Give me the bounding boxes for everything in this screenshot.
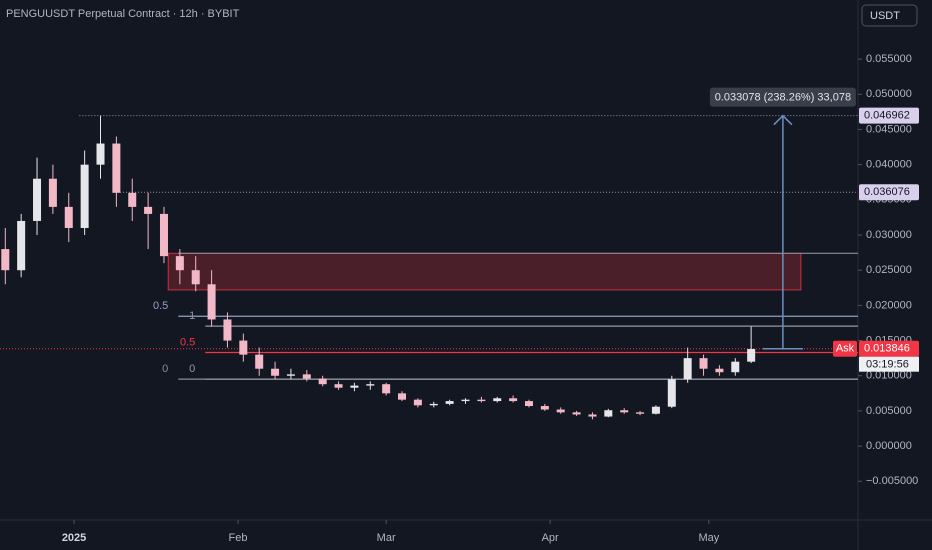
candle-body	[731, 361, 740, 373]
fib-label: 0	[162, 363, 168, 375]
candle-body	[556, 409, 565, 413]
candle-body	[96, 143, 105, 165]
candle-body	[461, 399, 470, 402]
x-tick-label: Feb	[229, 532, 248, 544]
fib-label: 0	[189, 363, 195, 375]
candle-body	[620, 410, 629, 413]
y-tick-label: 0.020000	[866, 299, 912, 311]
candle-body	[366, 384, 375, 386]
candle-body	[64, 206, 73, 228]
candle-body	[128, 192, 137, 207]
candle-body	[302, 374, 311, 379]
candle-body	[144, 206, 153, 214]
side-tag	[833, 340, 857, 357]
candle-body	[604, 410, 613, 417]
price-label: 0.013846	[864, 343, 910, 355]
y-tick-label: 0.050000	[866, 88, 912, 100]
y-tick-label: 0.055000	[866, 53, 912, 65]
y-tick-label: 0.040000	[866, 159, 912, 171]
candle-body	[540, 406, 549, 410]
candle-body	[334, 384, 343, 388]
fib-label: 1	[189, 310, 195, 322]
candle-body	[175, 256, 184, 271]
candle-body	[318, 378, 327, 385]
candle-body	[429, 403, 438, 406]
candle-body	[271, 368, 280, 376]
y-tick-label: 0.030000	[866, 229, 912, 241]
candle-body	[112, 143, 121, 193]
y-tick-label: 0.000000	[866, 440, 912, 452]
candle-body	[239, 340, 248, 355]
candle-body	[683, 358, 692, 380]
x-tick-label: Mar	[377, 532, 396, 544]
countdown-label: 03:19:56	[866, 359, 909, 371]
candle-body	[1, 249, 10, 271]
measure-label: 0.033078 (238.26%) 33,078	[715, 92, 851, 104]
chart-title: PENGUUSDT Perpetual Contract · 12h · BYB…	[6, 8, 240, 20]
candle-body	[667, 379, 676, 407]
x-tick-label: Apr	[542, 532, 559, 544]
candle-body	[477, 399, 486, 402]
level-tag-label: 0.046962	[864, 110, 910, 122]
candle-body	[350, 385, 359, 388]
candle-body	[715, 368, 724, 373]
price-tag	[859, 340, 919, 357]
measure-box	[709, 87, 856, 107]
candle-body	[207, 284, 216, 320]
level-tag	[859, 107, 919, 124]
candle-body	[159, 213, 168, 257]
x-tick-label: 2025	[62, 532, 86, 544]
candle-body	[191, 270, 200, 285]
candle-body	[636, 412, 645, 414]
y-tick-label: 0.005000	[866, 405, 912, 417]
level-tag	[859, 184, 919, 201]
candle-body	[588, 414, 597, 417]
currency-button[interactable]	[861, 4, 918, 27]
candle-body	[382, 384, 391, 394]
measure-arrowhead	[773, 114, 793, 126]
candle-body	[398, 393, 407, 400]
fib-label: 0.5	[180, 336, 195, 348]
candle-body	[48, 178, 57, 207]
x-tick-label: May	[698, 532, 719, 544]
candle-body	[255, 354, 264, 369]
y-tick-label: 0.045000	[866, 123, 912, 135]
candle-body	[223, 319, 232, 341]
currency-label[interactable]: USDT	[870, 10, 900, 22]
candle-body	[413, 399, 422, 406]
candle-body	[572, 412, 581, 415]
candle-body	[33, 178, 42, 221]
candle-body	[445, 401, 454, 404]
candle-body	[699, 358, 708, 369]
candle-body	[509, 398, 518, 402]
y-tick-label: −0.005000	[866, 475, 918, 487]
candle-body	[80, 164, 89, 228]
candle-body	[747, 349, 756, 362]
y-tick-label: 0.025000	[866, 264, 912, 276]
y-tick-label: 0.010000	[866, 370, 912, 382]
candle-body	[651, 406, 660, 414]
candle-body	[524, 401, 533, 407]
candle-body	[17, 220, 26, 271]
candle-body	[286, 374, 295, 376]
countdown-tag	[859, 356, 919, 372]
side-label: Ask	[836, 343, 855, 355]
candle-body	[493, 398, 502, 402]
level-tag-label: 0.036076	[864, 186, 910, 198]
fib-label: 0.5	[153, 300, 168, 312]
zone	[167, 252, 802, 291]
